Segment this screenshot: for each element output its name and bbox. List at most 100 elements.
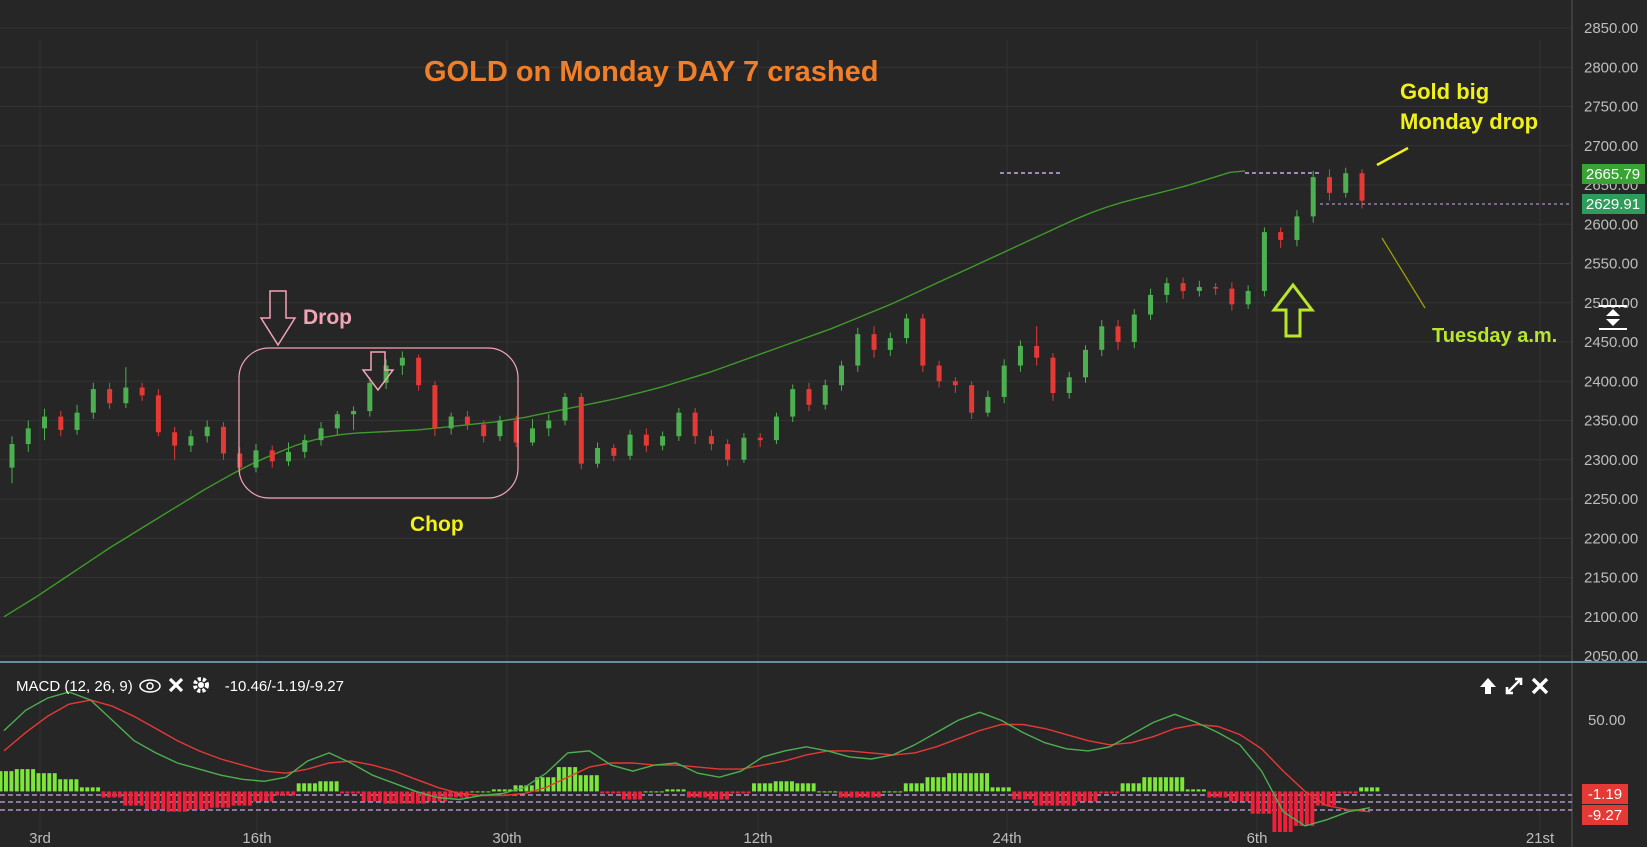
time-tick-label: 30th (492, 830, 521, 847)
macd-hist-bar (714, 791, 719, 800)
candle-body (42, 416, 48, 429)
price-tick-label: 2100.00 (1584, 609, 1638, 626)
big-drop-label-line1: Gold big (1400, 79, 1489, 104)
macd-hist-bar (687, 791, 691, 798)
panel-close-icon[interactable] (1530, 676, 1550, 702)
macd-hist-bar (1098, 791, 1103, 794)
macd-hist-bar (584, 775, 588, 792)
macd-hist-bar (383, 791, 388, 804)
arrow-up-icon[interactable] (1478, 676, 1498, 702)
bounce-up-arrow-icon (1270, 282, 1316, 338)
macd-hist-bar (1256, 791, 1261, 814)
macd-hist-bar (1028, 791, 1033, 800)
price-tick-label: 2400.00 (1584, 373, 1638, 390)
macd-hist-bar (117, 791, 122, 798)
macd-hist-bar (1061, 791, 1065, 806)
macd-badge (1582, 805, 1628, 825)
macd-hist-bar (350, 791, 355, 794)
time-tick-label: 12th (743, 830, 772, 847)
macd-hist-bar (502, 789, 507, 792)
macd-hist-bar (578, 775, 583, 792)
macd-header: MACD (12, 26, 9) -10.46/-1.19/-9.27 (16, 675, 344, 698)
macd-hist-bar (52, 773, 57, 792)
macd-hist-bar (280, 791, 285, 796)
macd-hist-bar (708, 791, 713, 800)
macd-hist-bar (665, 789, 670, 792)
macd-hist-bar (1001, 787, 1006, 792)
macd-hist-bar (318, 781, 323, 792)
macd-hist-bar (0, 771, 3, 792)
macd-hist-bar (535, 777, 540, 792)
chop-box (238, 347, 519, 499)
candle-body (1131, 314, 1137, 342)
macd-hist-bar (491, 789, 496, 792)
macd-hist-bar (275, 791, 279, 796)
scale-handle-icon[interactable] (1599, 305, 1627, 330)
macd-hist-bar (453, 791, 458, 798)
candle-body (1213, 287, 1219, 289)
macd-values: -10.46/-1.19/-9.27 (224, 678, 344, 695)
macd-hist-bar (329, 781, 334, 792)
macd-hist-bar (1294, 791, 1299, 826)
macd-hist-bar (703, 791, 708, 798)
macd-hist-bar (20, 769, 25, 792)
macd-pane-controls (1478, 676, 1550, 702)
candle-body (1326, 177, 1332, 193)
macd-hist-bar (1332, 791, 1336, 806)
gear-icon[interactable] (191, 675, 211, 698)
macd-hist-bar (1180, 777, 1185, 792)
macd-hist-bar (676, 789, 681, 792)
macd-hist-bar (952, 773, 957, 792)
macd-hist-bar (1196, 789, 1201, 792)
candle-body (432, 385, 438, 429)
drop-arrow-icon (259, 290, 297, 347)
candle-body (204, 426, 210, 437)
candle-body (188, 436, 194, 446)
macd-hist-bar (806, 783, 811, 792)
macd-hist-bar (90, 787, 95, 792)
macd-line (3, 691, 1371, 827)
macd-hist-bar (643, 791, 648, 793)
candle-body (253, 450, 259, 468)
candle-body (822, 385, 828, 405)
expand-icon[interactable] (1504, 676, 1524, 702)
macd-hist-bar (58, 779, 63, 792)
candle-body (123, 387, 129, 404)
macd-hist-bar (773, 781, 778, 792)
macd-hist-bar (1304, 791, 1309, 826)
macd-hist-bar (627, 791, 632, 800)
price-tick-label: 2850.00 (1584, 20, 1638, 37)
macd-hist-bar (220, 791, 225, 808)
candle-body (627, 434, 633, 456)
candle-body (643, 434, 649, 446)
macd-hist-bar (529, 785, 534, 792)
macd-hist-bar (540, 777, 545, 792)
macd-hist-bar (1239, 791, 1244, 802)
macd-hist-bar (209, 791, 214, 808)
eye-icon[interactable] (138, 678, 161, 696)
macd-hist-bar (876, 791, 881, 798)
candle-body (513, 420, 519, 443)
macd-hist-bar (1017, 791, 1022, 800)
macd-hist-bar (101, 791, 106, 798)
macd-hist-bar (995, 787, 1000, 792)
macd-hist-bar (508, 789, 513, 792)
macd-hist-bar (269, 791, 274, 802)
macd-hist-bar (421, 791, 426, 804)
macd-hist-bar (1326, 791, 1331, 806)
macd-hist-bar (486, 791, 491, 793)
price-badge-label: 2665.79 (1586, 166, 1640, 183)
candle-body (351, 411, 357, 415)
candle-body (855, 334, 861, 366)
time-tick-label: 16th (242, 830, 271, 847)
macd-hist-bar (827, 791, 832, 793)
candle-body (936, 365, 942, 382)
macd-hist-bar (1039, 791, 1044, 806)
macd-hist-bar (724, 791, 729, 800)
macd-hist-bar (134, 791, 139, 806)
candle-body (220, 426, 226, 454)
macd-hist-bar (215, 791, 220, 808)
candle-body (660, 436, 666, 446)
macd-hist-bar (573, 767, 578, 792)
close-icon[interactable] (167, 676, 185, 697)
